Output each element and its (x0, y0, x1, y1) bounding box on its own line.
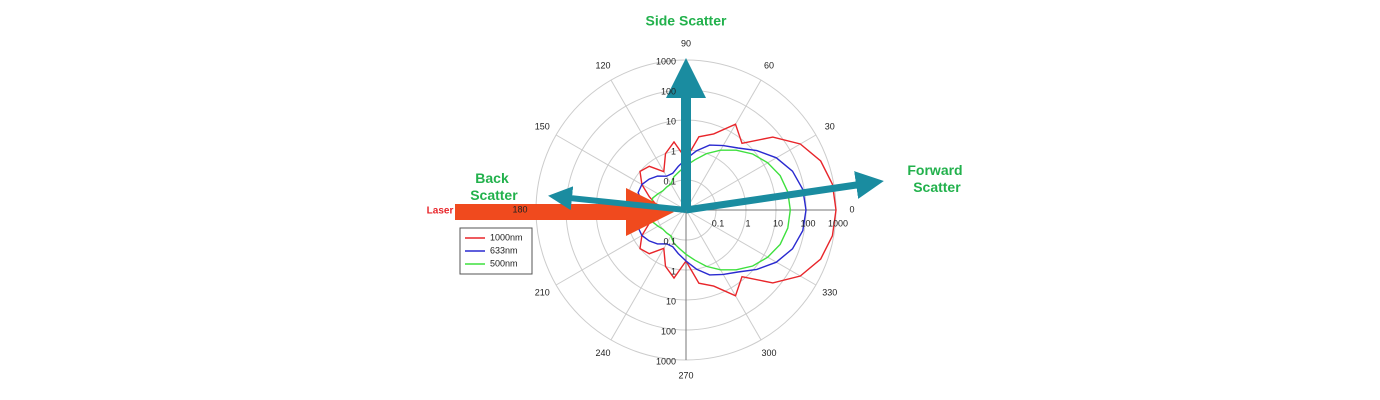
r-tick-label: 1 (745, 218, 750, 228)
theta-tick-label: 240 (595, 348, 610, 358)
theta-tick-label: 90 (681, 38, 691, 48)
r-tick-label: 1 (671, 146, 676, 156)
theta-tick-label: 180 (512, 204, 527, 214)
theta-tick-label: 150 (535, 121, 550, 131)
back-label: Back Scatter (466, 170, 518, 203)
r-tick-label: 0.1 (663, 176, 676, 186)
r-tick-label: 100 (661, 86, 676, 96)
r-tick-label: 1 (671, 266, 676, 276)
r-tick-label: 10 (773, 218, 783, 228)
spoke (610, 79, 687, 211)
forward-label: Forward Scatter (907, 162, 962, 195)
spoke (685, 209, 817, 286)
back-arrow (548, 186, 687, 213)
theta-tick-label: 300 (761, 348, 776, 358)
r-tick-label: 100 (661, 326, 676, 336)
theta-tick-label: 60 (764, 61, 774, 71)
theta-tick-label: 270 (678, 370, 693, 380)
spoke (555, 209, 687, 286)
r-tick-label: 100 (800, 218, 815, 228)
r-tick-label: 0.1 (712, 218, 725, 228)
legend-box (459, 227, 533, 275)
legend-label: 633nm (490, 245, 518, 255)
theta-tick-label: 330 (822, 287, 837, 297)
spoke (685, 134, 817, 211)
r-tick-label: 1000 (828, 218, 848, 228)
labels: 0.10.10.11111010101001001001000100010000… (512, 38, 854, 380)
theta-tick-label: 30 (825, 121, 835, 131)
r-tick-label: 0.1 (663, 236, 676, 246)
r-tick-label: 10 (666, 116, 676, 126)
theta-tick-label: 120 (595, 61, 610, 71)
forward-arrow (685, 171, 884, 214)
laser-label: Laser (427, 206, 454, 217)
r-tick-label: 10 (666, 296, 676, 306)
legend: 1000nm 633nm 500nm (459, 227, 533, 275)
theta-tick-label: 0 (849, 204, 854, 214)
legend-label: 1000nm (490, 232, 523, 242)
arrows (455, 58, 884, 236)
legend-label: 500nm (490, 258, 518, 268)
r-tick-label: 1000 (656, 356, 676, 366)
r-tick-label: 1000 (656, 56, 676, 66)
side-label: Side Scatter (646, 13, 727, 29)
theta-tick-label: 210 (535, 287, 550, 297)
